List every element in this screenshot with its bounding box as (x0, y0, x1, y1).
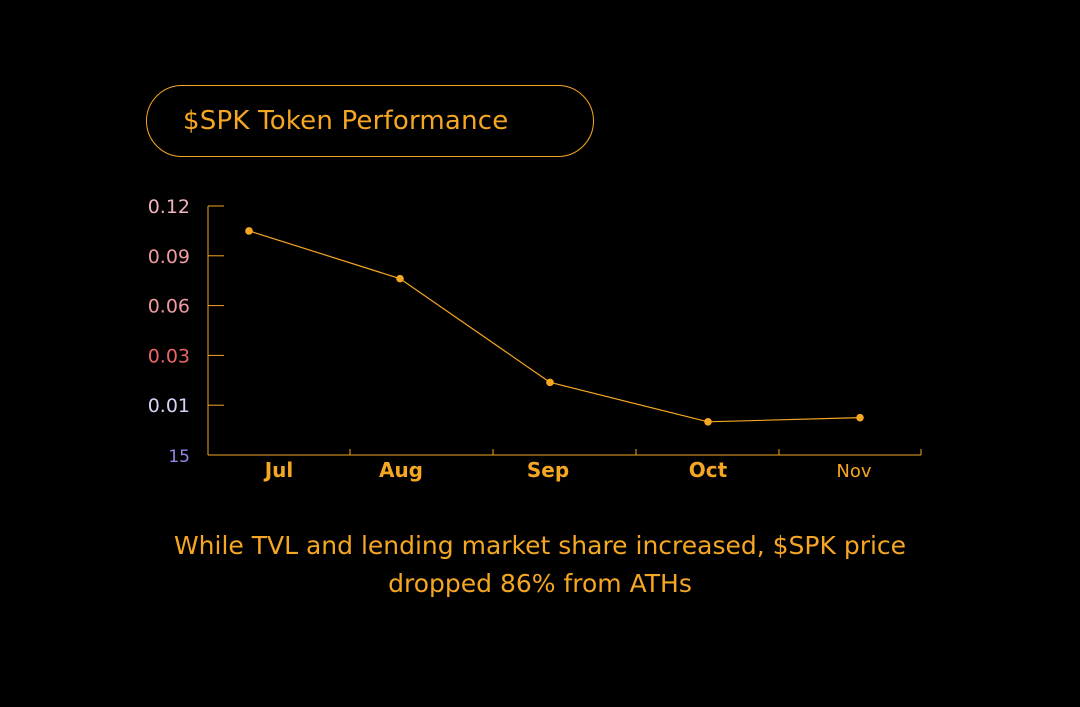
chart-title: $SPK Token Performance (183, 106, 509, 136)
caption-line-2: dropped 86% from ATHs (388, 569, 692, 598)
chart-title-pill: $SPK Token Performance (146, 85, 594, 157)
y-tick-label: 0.12 (148, 196, 190, 218)
series (245, 227, 864, 426)
data-point (396, 274, 404, 283)
y-tick-label: 0.01 (148, 395, 190, 417)
series-line (248, 230, 861, 423)
y-tick-label: 15 (168, 447, 190, 467)
x-tick-label: Aug (379, 458, 423, 482)
x-tick-label: Sep (527, 458, 569, 482)
data-point (704, 418, 712, 426)
y-tick-label: 0.09 (148, 246, 190, 268)
x-axis: Jul Aug Sep Oct Nov (208, 449, 922, 482)
caption-line-1: While TVL and lending market share incre… (173, 531, 907, 560)
chart-caption: While TVL and lending market share incre… (0, 527, 1080, 603)
y-axis: 15 0.01 0.03 0.06 0.09 0.12 (148, 196, 224, 467)
y-tick-label: 0.06 (148, 296, 190, 318)
x-tick-label: Jul (263, 458, 294, 482)
x-tick-label: Nov (836, 461, 871, 482)
data-point (245, 227, 253, 235)
x-tick-label: Oct (689, 458, 728, 482)
data-point (546, 378, 554, 387)
y-tick-label: 0.03 (148, 345, 190, 367)
data-point (856, 413, 864, 422)
